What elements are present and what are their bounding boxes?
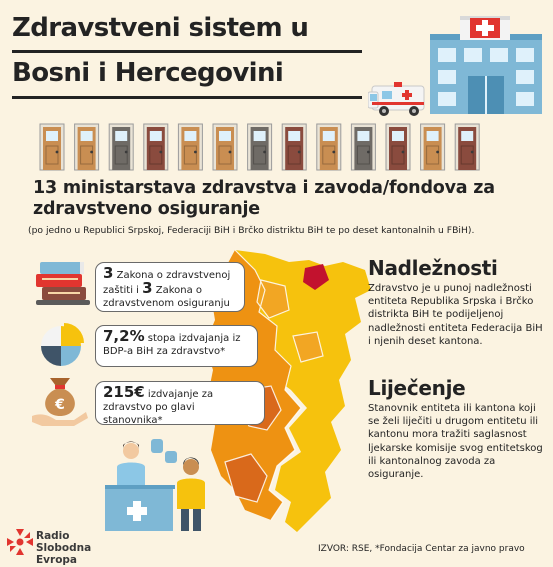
title-underline-2 (12, 96, 362, 99)
nadleznosti-title: Nadležnosti (368, 256, 498, 280)
door-icon (177, 123, 203, 171)
door-icon (212, 123, 238, 171)
hospital-icon (368, 16, 542, 116)
money-bag-icon: € (32, 378, 88, 426)
door-icon (247, 123, 273, 171)
door-icon (454, 123, 480, 171)
rse-logo-icon (7, 529, 33, 555)
lijecenje-title: Liječenje (368, 376, 466, 400)
laws-fact-box: 3 Zakona o zdravstvenoj zaštiti i 3 Zako… (95, 262, 245, 312)
brcko-region (303, 264, 329, 290)
door-icon (316, 123, 342, 171)
source-note: IZVOR: RSE, *Fondacija Centar za javno p… (318, 544, 525, 554)
gdp-value: 7,2% (103, 327, 145, 345)
gdp-text: stopa izdvajanja iz BDP-a BiH za zdravst… (103, 333, 241, 357)
door-icon (39, 123, 65, 171)
ministries-note: (po jedno u Republici Srpskoj, Federacij… (28, 225, 475, 236)
svg-text:€: € (54, 397, 65, 413)
laws-count-2: 3 (142, 279, 153, 297)
door-icon (385, 123, 411, 171)
laws-count-1: 3 (103, 264, 114, 282)
ambulance-icon (368, 82, 425, 116)
doctor-patient-icon (105, 439, 205, 531)
title-line-1: Zdravstveni sistem u (12, 13, 309, 43)
door-icon (143, 123, 169, 171)
gdp-fact-box: 7,2% stopa izdvajanja iz BDP-a BiH za zd… (95, 325, 258, 367)
rse-logo-line-1: Radio Slobodna (36, 530, 92, 554)
door-icon (281, 123, 307, 171)
per-capita-value: 215€ (103, 383, 145, 401)
door-icon (420, 123, 446, 171)
ministries-heading: 13 ministarstava zdravstva i zavoda/fond… (33, 178, 495, 219)
door-icon (350, 123, 376, 171)
title-line-2: Bosni i Hercegovini (12, 58, 284, 88)
per-capita-fact-box: 215€ izdvajanje za zdravstvo po glavi st… (95, 381, 265, 426)
pie-chart-icon (41, 323, 84, 366)
laws-text-1: Zakona o zdravstvenoj zaštiti i (103, 270, 231, 296)
rse-logo-text: Radio Slobodna Evropa (36, 530, 116, 566)
title-underline-1 (12, 50, 362, 53)
lijecenje-text: Stanovnik entiteta ili kantona koji se ž… (368, 403, 543, 481)
nadleznosti-text: Zdravstvo je u punoj nadležnosti entitet… (368, 283, 543, 347)
rse-logo-line-2: Evropa (36, 554, 78, 566)
law-books-icon (36, 262, 90, 305)
door-row (39, 123, 480, 171)
per-capita-text: izdvajanje za zdravstvo po glavi stanovn… (103, 389, 214, 426)
door-icon (108, 123, 134, 171)
laws-text-2: Zakona o zdravstvenom osiguranju (103, 285, 230, 309)
door-icon (74, 123, 100, 171)
